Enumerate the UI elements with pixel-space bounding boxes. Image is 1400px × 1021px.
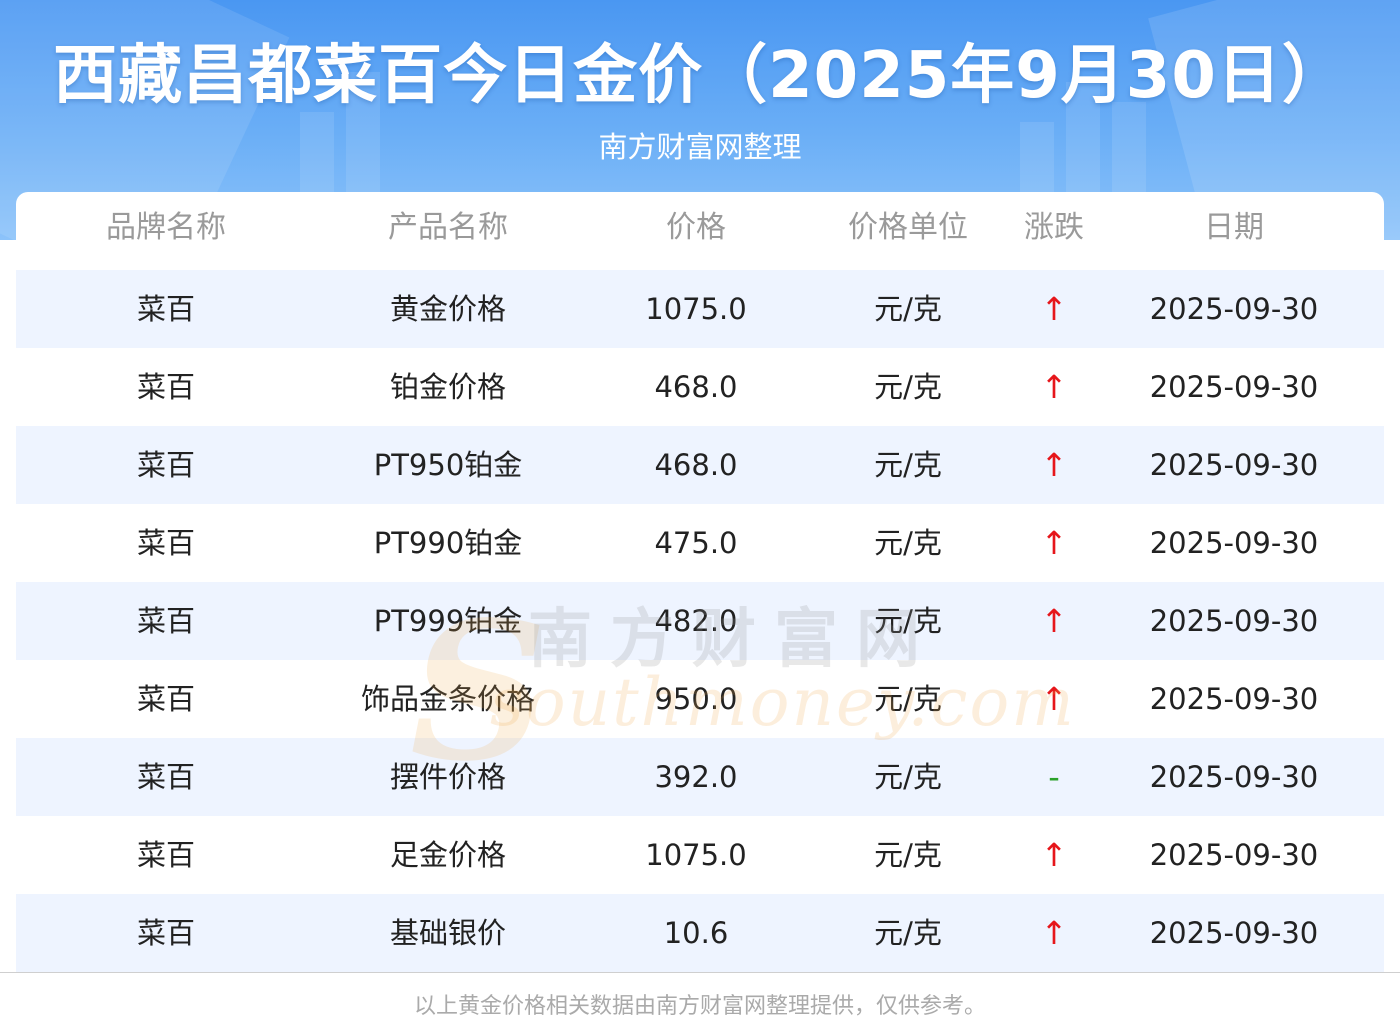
cell-price: 10.6 (663, 916, 729, 950)
cell-date: 2025-09-30 (1149, 526, 1319, 560)
table-row: 菜百 PT950铂金 468.0 元/克 ↑ 2025-09-30 (16, 426, 1384, 504)
trend-up-icon: ↑ (1040, 914, 1068, 952)
footer-divider (0, 972, 1400, 973)
cell-product: 基础银价 (389, 916, 506, 950)
table-row: 菜百 黄金价格 1075.0 元/克 ↑ 2025-09-30 (16, 270, 1384, 348)
cell-unit: 元/克 (874, 760, 942, 794)
page-title: 西藏昌都菜百今日金价（2025年9月30日） (53, 39, 1347, 113)
column-header-product: 产品名称 (388, 210, 508, 245)
cell-price: 468.0 (654, 370, 738, 404)
column-header-unit: 价格单位 (848, 210, 968, 245)
cell-unit: 元/克 (874, 370, 942, 404)
cell-date: 2025-09-30 (1149, 838, 1319, 872)
price-table: 品牌名称 产品名称 价格 价格单位 涨跌 日期 菜百 黄金价格 1075.0 元/克 ↑… (16, 192, 1384, 982)
cell-brand: 菜百 (136, 292, 195, 326)
table-row: 菜百 足金价格 1075.0 元/克 ↑ 2025-09-30 (16, 816, 1384, 894)
table-row: 菜百 PT990铂金 475.0 元/克 ↑ 2025-09-30 (16, 504, 1384, 582)
cell-brand: 菜百 (136, 760, 195, 794)
table-body: 菜百 黄金价格 1075.0 元/克 ↑ 2025-09-30 菜百 铂金价格 468.0 元/克… (16, 270, 1384, 972)
header-decoration (300, 112, 334, 192)
cell-product: 黄金价格 (389, 292, 506, 326)
cell-product: 摆件价格 (389, 760, 506, 794)
trend-up-icon: ↑ (1040, 680, 1068, 718)
trend-up-icon: ↑ (1040, 368, 1068, 406)
trend-flat-icon: - (1048, 758, 1060, 796)
page-subtitle: 南方财富网整理 (598, 130, 802, 164)
cell-brand: 菜百 (136, 916, 195, 950)
trend-up-icon: ↑ (1040, 446, 1068, 484)
cell-brand: 菜百 (136, 526, 195, 560)
cell-price: 1075.0 (645, 838, 747, 872)
trend-up-icon: ↑ (1040, 602, 1068, 640)
cell-unit: 元/克 (874, 916, 942, 950)
cell-price: 468.0 (654, 448, 738, 482)
column-header-price: 价格 (666, 210, 726, 245)
cell-brand: 菜百 (136, 682, 195, 716)
table-row: 菜百 PT999铂金 482.0 元/克 ↑ 2025-09-30 (16, 582, 1384, 660)
header-decoration (346, 72, 380, 192)
cell-price: 950.0 (654, 682, 738, 716)
cell-date: 2025-09-30 (1149, 916, 1319, 950)
cell-unit: 元/克 (874, 604, 942, 638)
cell-date: 2025-09-30 (1149, 448, 1319, 482)
cell-brand: 菜百 (136, 604, 195, 638)
cell-date: 2025-09-30 (1149, 292, 1319, 326)
cell-date: 2025-09-30 (1149, 682, 1319, 716)
trend-up-icon: ↑ (1040, 836, 1068, 874)
cell-price: 482.0 (654, 604, 738, 638)
cell-date: 2025-09-30 (1149, 604, 1319, 638)
cell-date: 2025-09-30 (1149, 760, 1319, 794)
cell-price: 475.0 (654, 526, 738, 560)
cell-product: 足金价格 (389, 838, 506, 872)
cell-unit: 元/克 (874, 838, 942, 872)
cell-unit: 元/克 (874, 526, 942, 560)
column-header-brand: 品牌名称 (106, 210, 226, 245)
table-header: 品牌名称 产品名称 价格 价格单位 涨跌 日期 (16, 192, 1384, 270)
cell-unit: 元/克 (874, 292, 942, 326)
header-decoration (1066, 82, 1100, 192)
cell-brand: 菜百 (136, 448, 195, 482)
cell-product: PT950铂金 (373, 448, 523, 482)
cell-product: 饰品金条价格 (360, 682, 535, 716)
column-header-trend: 涨跌 (1024, 210, 1084, 245)
cell-product: PT999铂金 (373, 604, 523, 638)
table-row: 菜百 基础银价 10.6 元/克 ↑ 2025-09-30 (16, 894, 1384, 972)
trend-up-icon: ↑ (1040, 290, 1068, 328)
header-decoration (1112, 102, 1146, 192)
cell-date: 2025-09-30 (1149, 370, 1319, 404)
table-row: 菜百 铂金价格 468.0 元/克 ↑ 2025-09-30 (16, 348, 1384, 426)
table-row: 菜百 摆件价格 392.0 元/克 - 2025-09-30 (16, 738, 1384, 816)
cell-unit: 元/克 (874, 448, 942, 482)
footer-note: 以上黄金价格相关数据由南方财富网整理提供，仅供参考。 (413, 994, 986, 1019)
header-decoration (1020, 122, 1054, 192)
table-row: 菜百 饰品金条价格 950.0 元/克 ↑ 2025-09-30 (16, 660, 1384, 738)
cell-unit: 元/克 (874, 682, 942, 716)
cell-product: 铂金价格 (389, 370, 506, 404)
column-header-date: 日期 (1204, 210, 1264, 245)
cell-brand: 菜百 (136, 370, 195, 404)
cell-price: 392.0 (654, 760, 738, 794)
cell-product: PT990铂金 (373, 526, 523, 560)
cell-brand: 菜百 (136, 838, 195, 872)
trend-up-icon: ↑ (1040, 524, 1068, 562)
cell-price: 1075.0 (645, 292, 747, 326)
